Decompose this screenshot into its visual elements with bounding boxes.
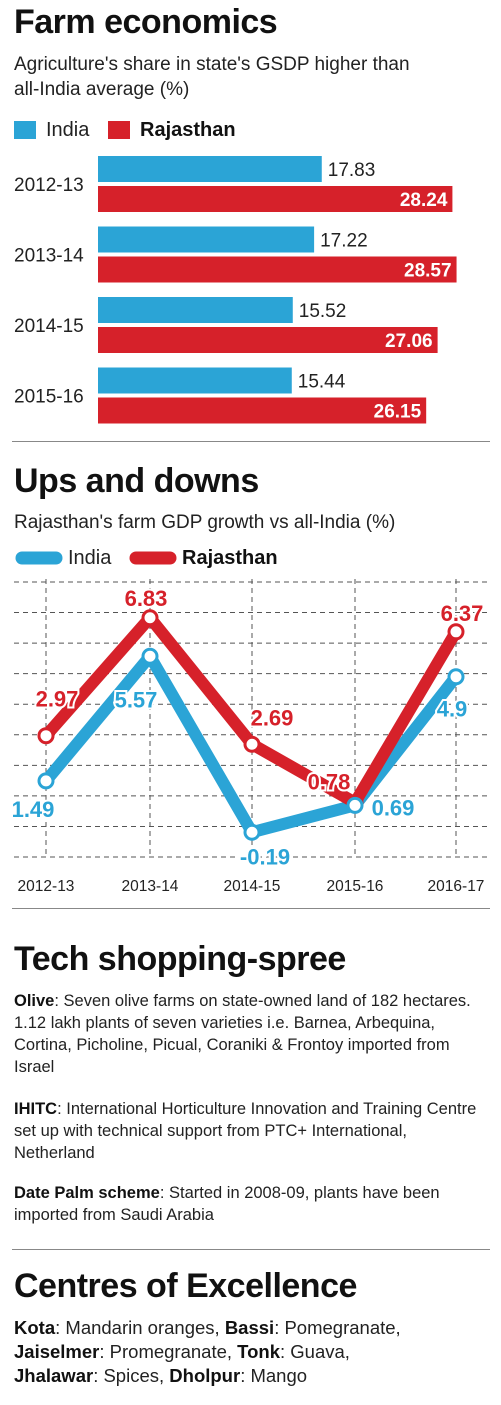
centre-crop: : Mango	[240, 1365, 308, 1386]
date-palm-text: : Started in 2008-09, plants have been i…	[14, 1184, 440, 1224]
x-tick-label: 2015-16	[327, 878, 384, 895]
x-tick-label: 2014-15	[224, 878, 281, 895]
rajasthan-data-label: 6.37	[441, 601, 484, 626]
centre-crop: : Spices,	[93, 1365, 170, 1386]
centre-crop: : Mandarin oranges,	[55, 1317, 225, 1338]
centre-place: Jhalawar	[14, 1365, 94, 1386]
rajasthan-data-label: 2.69	[251, 705, 294, 730]
rajasthan-point	[243, 735, 261, 753]
olive-paragraph: Olive: Seven olive farms on state-owned …	[14, 990, 492, 1078]
bar-category-label: 2015-16	[14, 387, 84, 408]
india-bar	[98, 226, 315, 253]
farm-gdp-growth-line-chart: 2.97 6.83 2.69 0.78 6.37 1.49 5.57 -0.19 0.69 4.9…	[10, 579, 490, 895]
ihitc-label: IHITC	[14, 1100, 58, 1118]
rajasthan-point	[141, 609, 159, 627]
india-point	[447, 668, 465, 686]
centre-crop: : Promegranate,	[99, 1341, 238, 1362]
legend-india-label: India	[46, 119, 90, 141]
rajasthan-point	[37, 727, 55, 745]
legend-rajasthan-swatch	[108, 121, 130, 139]
rajasthan-data-label: 6.83	[125, 586, 168, 611]
india-data-label: 4.9	[437, 697, 468, 722]
ihitc-text: : International Horticulture Innovation …	[14, 1100, 477, 1162]
bar-category-label: 2013-14	[14, 246, 84, 267]
india-bar-value-label: 17.22	[320, 231, 368, 252]
section-divider	[12, 1249, 490, 1250]
legend-india-line-swatch	[15, 551, 63, 565]
india-bar-value-label: 17.83	[328, 160, 376, 181]
farm-economics-title: Farm economics	[14, 3, 278, 41]
rajasthan-bar-value-label: 28.24	[400, 190, 448, 211]
india-point	[37, 772, 55, 790]
rajasthan-bar	[98, 256, 457, 283]
centre-crop: : Pomegranate,	[274, 1317, 401, 1338]
rajasthan-bar	[98, 186, 453, 212]
rajasthan-bar-value-label: 27.06	[385, 331, 433, 352]
rajasthan-data-label: 2.97	[36, 687, 79, 712]
rajasthan-bar	[98, 327, 438, 353]
ups-and-downs-subtitle: Rajasthan's farm GDP growth vs all-India…	[14, 512, 396, 533]
centres-list: Kota: Mandarin oranges, Bassi: Pomegrana…	[14, 1316, 494, 1388]
x-tick-label: 2012-13	[18, 878, 75, 895]
centre-place: Kota	[14, 1317, 56, 1338]
centre-place: Jaiselmer	[14, 1341, 100, 1362]
centre-place: Dholpur	[169, 1365, 241, 1386]
india-point	[346, 796, 364, 814]
date-palm-label: Date Palm scheme	[14, 1184, 160, 1202]
legend-india-swatch	[14, 121, 36, 139]
india-point	[141, 647, 159, 665]
centre-place: Bassi	[224, 1317, 275, 1338]
india-bar	[98, 297, 293, 323]
olive-text: : Seven olive farms on state-owned land …	[14, 992, 471, 1076]
india-data-label: 5.57	[115, 687, 158, 712]
legend-rajasthan-line-swatch	[129, 551, 177, 565]
bar-category-label: 2014-15	[14, 316, 84, 337]
india-data-label: 0.69	[372, 795, 415, 820]
section-divider	[12, 441, 490, 442]
ups-and-downs-title: Ups and downs	[14, 462, 259, 500]
olive-label: Olive	[14, 992, 55, 1010]
india-bar	[98, 367, 292, 394]
date-palm-paragraph: Date Palm scheme: Started in 2008-09, pl…	[14, 1182, 492, 1226]
farm-economics-bar-chart: 2012-13 17.83 28.24 2013-14 17.22 28.57 2014-1…	[14, 156, 457, 424]
india-data-label: 1.49	[12, 797, 55, 822]
india-bar-value-label: 15.52	[299, 301, 347, 322]
farm-economics-subtitle-line2: all-India average (%)	[14, 79, 190, 100]
india-bar-value-label: 15.44	[298, 372, 346, 393]
centre-place: Tonk	[237, 1341, 280, 1362]
rajasthan-point	[447, 623, 465, 641]
ihitc-paragraph: IHITC: International Horticulture Innova…	[14, 1098, 492, 1164]
legend-india-line-label: India	[68, 547, 112, 569]
x-tick-label: 2013-14	[122, 878, 179, 895]
centre-crop: : Guava,	[280, 1341, 350, 1362]
india-point	[243, 823, 261, 841]
centres-of-excellence-title: Centres of Excellence	[14, 1267, 357, 1305]
india-data-label: -0.19	[240, 844, 290, 869]
rajasthan-bar-value-label: 28.57	[404, 261, 452, 282]
bar-category-label: 2012-13	[14, 175, 84, 196]
legend-rajasthan-label: Rajasthan	[140, 119, 236, 141]
farm-economics-subtitle-line1: Agriculture's share in state's GSDP high…	[14, 54, 410, 75]
section-divider	[12, 908, 490, 909]
rajasthan-bar	[98, 397, 427, 424]
legend-rajasthan-line-label: Rajasthan	[182, 547, 278, 569]
rajasthan-data-label: 0.78	[308, 770, 351, 795]
x-tick-label: 2016-17	[428, 878, 485, 895]
rajasthan-bar-value-label: 26.15	[374, 402, 422, 423]
tech-shopping-spree-title: Tech shopping-spree	[14, 940, 346, 978]
india-bar	[98, 156, 322, 182]
